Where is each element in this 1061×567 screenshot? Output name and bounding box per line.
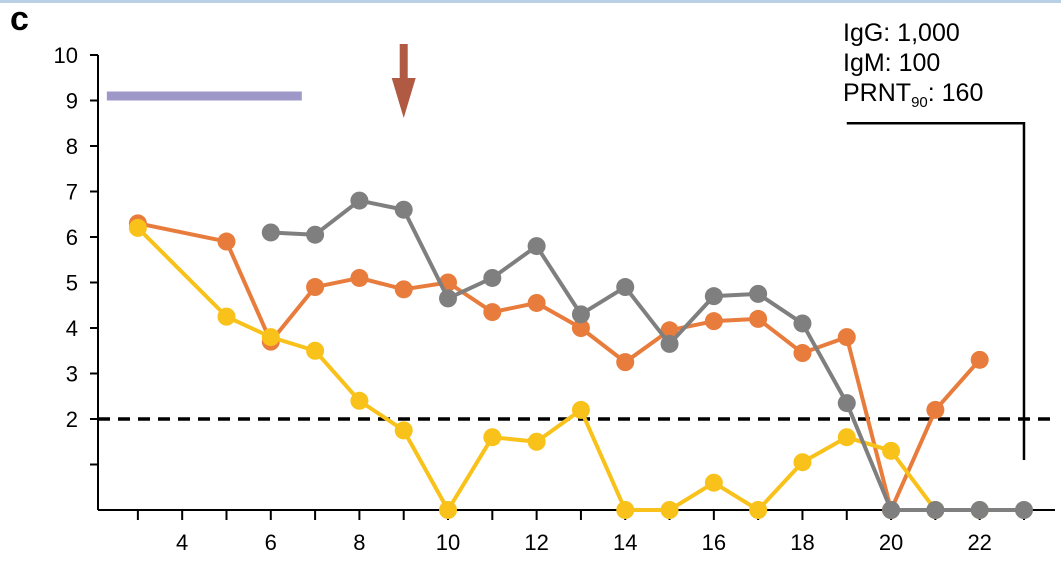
data-point-gray	[394, 200, 413, 219]
data-point-gray	[616, 278, 635, 297]
data-point-orange	[793, 344, 812, 363]
data-point-gray	[527, 237, 546, 256]
arrow-head	[391, 78, 416, 118]
data-point-gray	[704, 287, 723, 306]
data-point-gray	[306, 225, 325, 244]
prnt-titer: PRNT90: 160	[843, 78, 983, 118]
data-point-gray	[970, 501, 989, 519]
data-point-gray	[926, 501, 945, 519]
data-point-yellow	[660, 501, 679, 519]
data-point-yellow	[128, 218, 147, 237]
y-tick-label: 2	[66, 407, 78, 432]
prnt-suffix: : 160	[927, 79, 984, 107]
y-tick-label: 4	[66, 316, 78, 341]
data-point-orange	[571, 319, 590, 337]
data-point-gray	[350, 191, 369, 210]
data-point-gray	[749, 284, 768, 303]
data-point-gray	[571, 305, 590, 324]
x-tick-label: 18	[790, 530, 814, 555]
y-tick-label: 7	[66, 180, 78, 205]
data-point-orange	[483, 303, 502, 322]
annotation-bracket	[846, 122, 1026, 460]
prnt-prefix: PRNT	[843, 79, 912, 107]
x-tick-label: 10	[436, 530, 460, 555]
data-point-yellow	[217, 307, 236, 326]
data-point-orange	[616, 353, 635, 372]
y-tick-label: 6	[66, 225, 78, 250]
data-point-yellow	[306, 341, 325, 360]
data-point-yellow	[704, 473, 723, 492]
data-point-gray	[483, 268, 502, 287]
data-point-gray	[660, 334, 679, 353]
data-point-orange	[217, 232, 236, 251]
data-point-yellow	[483, 428, 502, 447]
data-point-orange	[350, 268, 369, 287]
top-border-line	[0, 0, 1061, 3]
data-point-gray	[439, 289, 458, 308]
serology-annotation: IgG: 1,000 IgM: 100 PRNT90: 160	[843, 18, 983, 118]
x-tick-label: 6	[265, 530, 277, 555]
y-tick-label: 8	[66, 134, 78, 159]
x-tick-label: 22	[967, 530, 991, 555]
data-point-orange	[970, 350, 989, 369]
data-point-yellow	[527, 432, 546, 451]
x-tick-label: 4	[176, 530, 188, 555]
data-point-orange	[306, 278, 325, 297]
prnt-subscript: 90	[911, 94, 928, 111]
data-point-orange	[926, 400, 945, 419]
igg-titer: IgG: 1,000	[843, 19, 960, 47]
data-point-gray	[793, 314, 812, 333]
data-point-gray	[261, 223, 280, 242]
data-point-yellow	[616, 501, 635, 519]
data-point-gray	[882, 501, 901, 519]
igm-titer: IgM: 100	[843, 49, 941, 77]
data-point-gray	[837, 394, 856, 413]
arrow-shaft	[399, 44, 408, 82]
data-point-yellow	[439, 501, 458, 519]
data-point-orange	[660, 321, 679, 340]
panel-label: c	[10, 0, 29, 38]
x-tick-label: 16	[702, 530, 726, 555]
y-tick-label: 10	[54, 43, 78, 68]
x-tick-label: 20	[879, 530, 903, 555]
x-tick-label: 14	[613, 530, 637, 555]
y-tick-label: 5	[66, 271, 78, 296]
data-point-orange	[527, 293, 546, 312]
x-tick-label: 8	[353, 530, 365, 555]
data-point-orange	[704, 312, 723, 331]
data-point-orange	[394, 280, 413, 299]
data-point-orange	[749, 309, 768, 328]
data-point-yellow	[749, 501, 768, 519]
y-tick-label: 9	[66, 89, 78, 114]
data-point-orange	[837, 328, 856, 347]
data-point-yellow	[793, 453, 812, 472]
data-point-yellow	[571, 400, 590, 419]
series-line-orange	[137, 221, 982, 512]
data-point-yellow	[882, 441, 901, 460]
x-tick-label: 12	[524, 530, 548, 555]
data-point-yellow	[350, 391, 369, 410]
y-tick-label: 3	[66, 362, 78, 387]
data-point-yellow	[394, 421, 413, 440]
data-point-yellow	[261, 328, 280, 347]
data-point-gray	[1014, 501, 1033, 519]
data-point-yellow	[837, 428, 856, 447]
